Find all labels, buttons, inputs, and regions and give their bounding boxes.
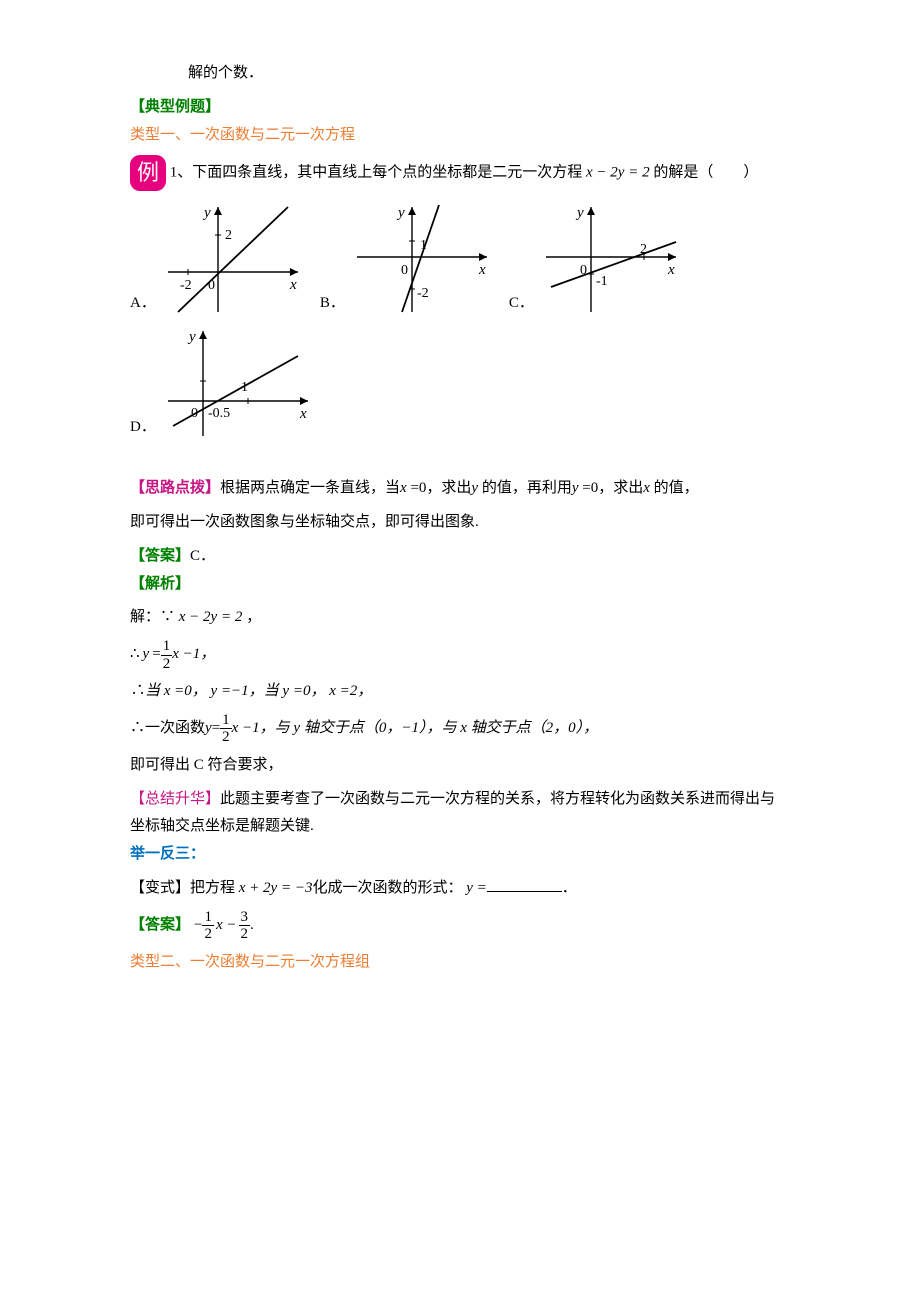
svg-text:0: 0 bbox=[401, 263, 408, 278]
svg-text:y: y bbox=[202, 205, 211, 221]
graph-b: x y 0 1 -2 bbox=[347, 197, 497, 317]
question-1: 例 1、下面四条直线，其中直线上每个点的坐标都是二元一次方程 x − 2y = … bbox=[130, 155, 790, 191]
type1-heading: 类型一、一次函数与二元一次方程 bbox=[130, 122, 790, 150]
svg-text:x: x bbox=[299, 406, 307, 422]
svg-text:y: y bbox=[575, 205, 584, 221]
summary-paragraph: 【总结升华】此题主要考查了一次函数与二元一次方程的关系，将方程转化为函数关系进而… bbox=[130, 786, 790, 842]
option-a-label: A． bbox=[130, 290, 156, 318]
svg-text:-2: -2 bbox=[180, 278, 192, 293]
svg-text:x: x bbox=[289, 277, 297, 293]
answer-label: 【答案】 bbox=[130, 548, 190, 564]
svg-text:-1: -1 bbox=[596, 274, 608, 289]
solution-line-2: ∴ y= 12 x −1， bbox=[130, 638, 790, 672]
svg-text:-2: -2 bbox=[417, 286, 429, 301]
fill-blank bbox=[487, 876, 562, 892]
answer-line: 【答案】C． bbox=[130, 543, 790, 571]
svg-text:-0.5: -0.5 bbox=[208, 406, 230, 421]
option-c: C． x y 0 2 -1 bbox=[509, 197, 686, 317]
option-c-label: C． bbox=[509, 290, 534, 318]
q1-text-suffix: 的解是（ ） bbox=[653, 165, 758, 181]
examples-heading: 【典型例题】 bbox=[130, 94, 790, 122]
svg-text:0: 0 bbox=[191, 406, 198, 421]
solution-line-3: ∴当 x =0， y =−1，当 y =0， x =2， bbox=[130, 678, 790, 706]
graph-c: x y 0 2 -1 bbox=[536, 197, 686, 317]
svg-text:y: y bbox=[187, 329, 196, 345]
continuation-text: 解的个数． bbox=[130, 60, 790, 88]
variant-line: 【变式】把方程 x + 2y = −3化成一次函数的形式： y =． bbox=[130, 875, 790, 903]
solution-line-5: 即可得出 C 符合要求， bbox=[130, 752, 790, 780]
answer2-line: 【答案】 − 12 x − 32 . bbox=[130, 909, 790, 943]
q1-equation: x − 2y = 2 bbox=[582, 165, 653, 181]
option-d-label: D． bbox=[130, 414, 156, 442]
option-b: B． x y 0 1 -2 bbox=[320, 197, 497, 317]
solution-line-1: 解：∵ x − 2y = 2 ， bbox=[130, 604, 790, 632]
svg-text:1: 1 bbox=[420, 238, 427, 253]
summary-label: 【总结升华】 bbox=[130, 791, 220, 807]
q1-text-prefix: 1、下面四条直线，其中直线上每个点的坐标都是二元一次方程 bbox=[170, 165, 583, 181]
svg-text:0: 0 bbox=[580, 263, 587, 278]
option-b-label: B． bbox=[320, 290, 345, 318]
svg-text:y: y bbox=[396, 205, 405, 221]
options-row-2: D． x y 0 1 -0.5 bbox=[130, 321, 790, 441]
answer-body: C． bbox=[190, 548, 215, 564]
answer2-label: 【答案】 bbox=[130, 912, 190, 940]
example-badge: 例 bbox=[130, 155, 166, 191]
svg-text:0: 0 bbox=[208, 278, 215, 293]
fraction-half: 12 bbox=[161, 638, 173, 672]
svg-text:2: 2 bbox=[225, 228, 232, 243]
svg-text:x: x bbox=[478, 262, 486, 278]
svg-text:x: x bbox=[667, 262, 675, 278]
options-row-1: A． x y 0 -2 2 B． x y 0 1 -2 bbox=[130, 197, 790, 317]
solution-line-4: ∴一次函数 y = 12 x −1，与 y 轴交于点（0，−1），与 x 轴交于… bbox=[130, 712, 790, 746]
fraction-3-2: 32 bbox=[239, 909, 251, 943]
hint-paragraph-2: 即可得出一次函数图象与坐标轴交点，即可得出图象. bbox=[130, 509, 790, 537]
option-a: A． x y 0 -2 2 bbox=[130, 197, 308, 317]
more-label: 举一反三： bbox=[130, 841, 790, 869]
hint-label: 【思路点拨】 bbox=[130, 480, 220, 496]
option-d: D． x y 0 1 -0.5 bbox=[130, 321, 318, 441]
svg-text:1: 1 bbox=[241, 380, 248, 395]
hint-paragraph: 【思路点拨】根据两点确定一条直线，当x =0，求出y 的值，再利用y =0，求出… bbox=[130, 475, 790, 503]
analysis-label: 【解析】 bbox=[130, 571, 790, 599]
summary-body: 此题主要考查了一次函数与二元一次方程的关系，将方程转化为函数关系进而得出与坐标轴… bbox=[130, 791, 775, 835]
fraction-half-2: 12 bbox=[220, 712, 232, 746]
graph-d: x y 0 1 -0.5 bbox=[158, 321, 318, 441]
fraction-half-3: 12 bbox=[202, 909, 214, 943]
graph-a: x y 0 -2 2 bbox=[158, 197, 308, 317]
type2-heading: 类型二、一次函数与二元一次方程组 bbox=[130, 949, 790, 977]
